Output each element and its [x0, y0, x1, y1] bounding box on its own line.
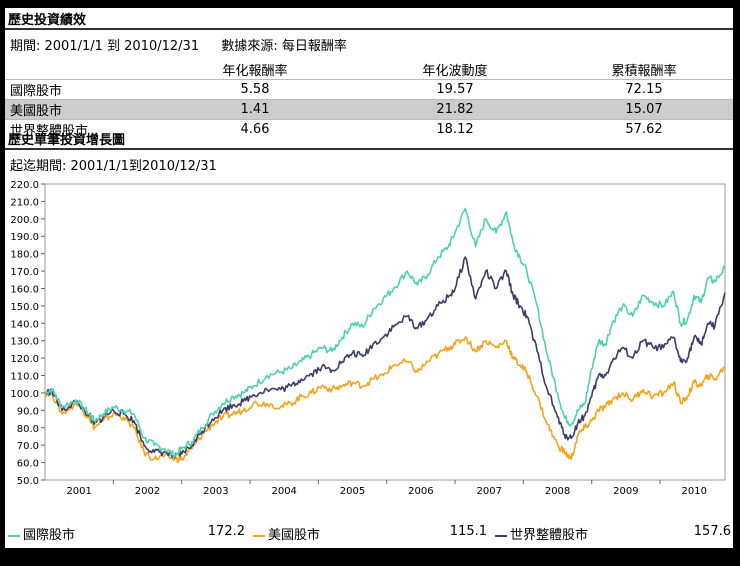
row-name: 國際股市 [10, 84, 63, 99]
y-tick-label: 100.0 [10, 389, 39, 400]
summary-title-bar: 歷史投資績效 [5, 8, 733, 30]
y-tick-label: 60.0 [17, 459, 39, 470]
x-tick-label: 2003 [203, 486, 228, 497]
row-cumulative: 15.07 [625, 102, 663, 117]
y-tick-label: 150.0 [10, 302, 39, 313]
row-annual-return: 5.58 [240, 82, 270, 97]
legend-item-intl: 國際股市 [8, 524, 75, 543]
row-cumulative: 57.62 [625, 122, 663, 137]
series-line-1 [44, 336, 726, 464]
growth-period: 起迄期間: 2001/1/1到2010/12/31 [10, 159, 217, 174]
x-tick-label: 2010 [682, 486, 707, 497]
row-annual-return: 4.66 [240, 122, 270, 137]
x-tick-label: 2009 [613, 486, 638, 497]
y-tick-label: 140.0 [10, 319, 39, 330]
legend-value-world: 157.6 [693, 524, 731, 539]
y-tick-label: 170.0 [10, 267, 39, 278]
growth-title: 歷史單筆投資增長圖 [8, 133, 126, 148]
row-volatility: 18.12 [436, 122, 474, 137]
legend-swatch [495, 534, 507, 537]
performance-table: 年化報酬率 年化波動度 累積報酬率 國際股市 5.58 19.57 72.15 … [5, 60, 733, 139]
row-cumulative: 72.15 [625, 82, 663, 97]
x-tick-label: 2005 [340, 486, 365, 497]
y-tick-label: 70.0 [17, 441, 39, 452]
plot-frame [44, 183, 726, 481]
row-name: 美國股市 [10, 104, 63, 119]
summary-source: 數據來源: 每日報酬率 [221, 39, 347, 54]
legend-value-us: 115.1 [449, 524, 487, 539]
summary-title: 歷史投資績效 [8, 13, 87, 28]
x-tick-label: 2001 [66, 486, 91, 497]
y-tick-label: 200.0 [10, 215, 39, 226]
y-tick-label: 90.0 [17, 406, 39, 417]
table-row: 世界整體股市 4.66 18.12 57.62 [5, 119, 733, 139]
legend-swatch [253, 534, 265, 537]
legend-item-world: 世界整體股市 [495, 524, 588, 543]
row-name: 世界整體股市 [10, 124, 89, 139]
table-header-row: 年化報酬率 年化波動度 累積報酬率 [5, 60, 733, 80]
legend-label: 美國股市 [268, 528, 321, 543]
x-tick-label: 2002 [135, 486, 160, 497]
y-tick-label: 120.0 [10, 354, 39, 365]
legend-label: 國際股市 [23, 528, 76, 543]
summary-period-line: 期間: 2001/1/1 到 2010/12/31 數據來源: 每日報酬率 [10, 35, 347, 54]
legend-value-intl: 172.2 [207, 524, 245, 539]
y-tick-label: 110.0 [10, 372, 39, 383]
y-tick-label: 160.0 [10, 284, 39, 295]
growth-title-bar: 歷史單筆投資增長圖 [5, 128, 733, 150]
summary-period: 期間: 2001/1/1 到 2010/12/31 [10, 39, 200, 54]
x-tick-label: 2008 [545, 486, 570, 497]
y-tick-label: 220.0 [10, 180, 39, 191]
row-volatility: 21.82 [436, 102, 474, 117]
row-volatility: 19.57 [436, 82, 474, 97]
legend-swatch [8, 534, 20, 537]
x-tick-label: 2007 [476, 486, 501, 497]
legend-label: 世界整體股市 [510, 528, 589, 543]
y-tick-label: 80.0 [17, 424, 39, 435]
legend-item-us: 美國股市 [253, 524, 320, 543]
y-tick-label: 210.0 [10, 197, 39, 208]
col-cumulative: 累積報酬率 [611, 64, 677, 79]
col-volatility: 年化波動度 [422, 64, 488, 79]
row-annual-return: 1.41 [240, 102, 270, 117]
y-tick-label: 50.0 [17, 476, 39, 487]
series-line-2 [44, 256, 726, 459]
y-tick-label: 180.0 [10, 250, 39, 261]
y-tick-label: 130.0 [10, 337, 39, 348]
growth-chart: 50.0 60.0 70.0 80.0 90.0 100.0 110.0 120.0 130.0… [10, 180, 726, 497]
series-line-0 [44, 207, 726, 460]
table-row: 國際股市 5.58 19.57 72.15 [5, 79, 733, 100]
col-annual-return: 年化報酬率 [222, 64, 288, 79]
report-panel: 歷史投資績效 期間: 2001/1/1 到 2010/12/31 數據來源: 每… [5, 8, 733, 548]
x-tick-label: 2006 [408, 486, 433, 497]
x-tick-label: 2004 [271, 486, 296, 497]
table-row: 美國股市 1.41 21.82 15.07 [5, 99, 733, 120]
y-tick-label: 190.0 [10, 232, 39, 243]
